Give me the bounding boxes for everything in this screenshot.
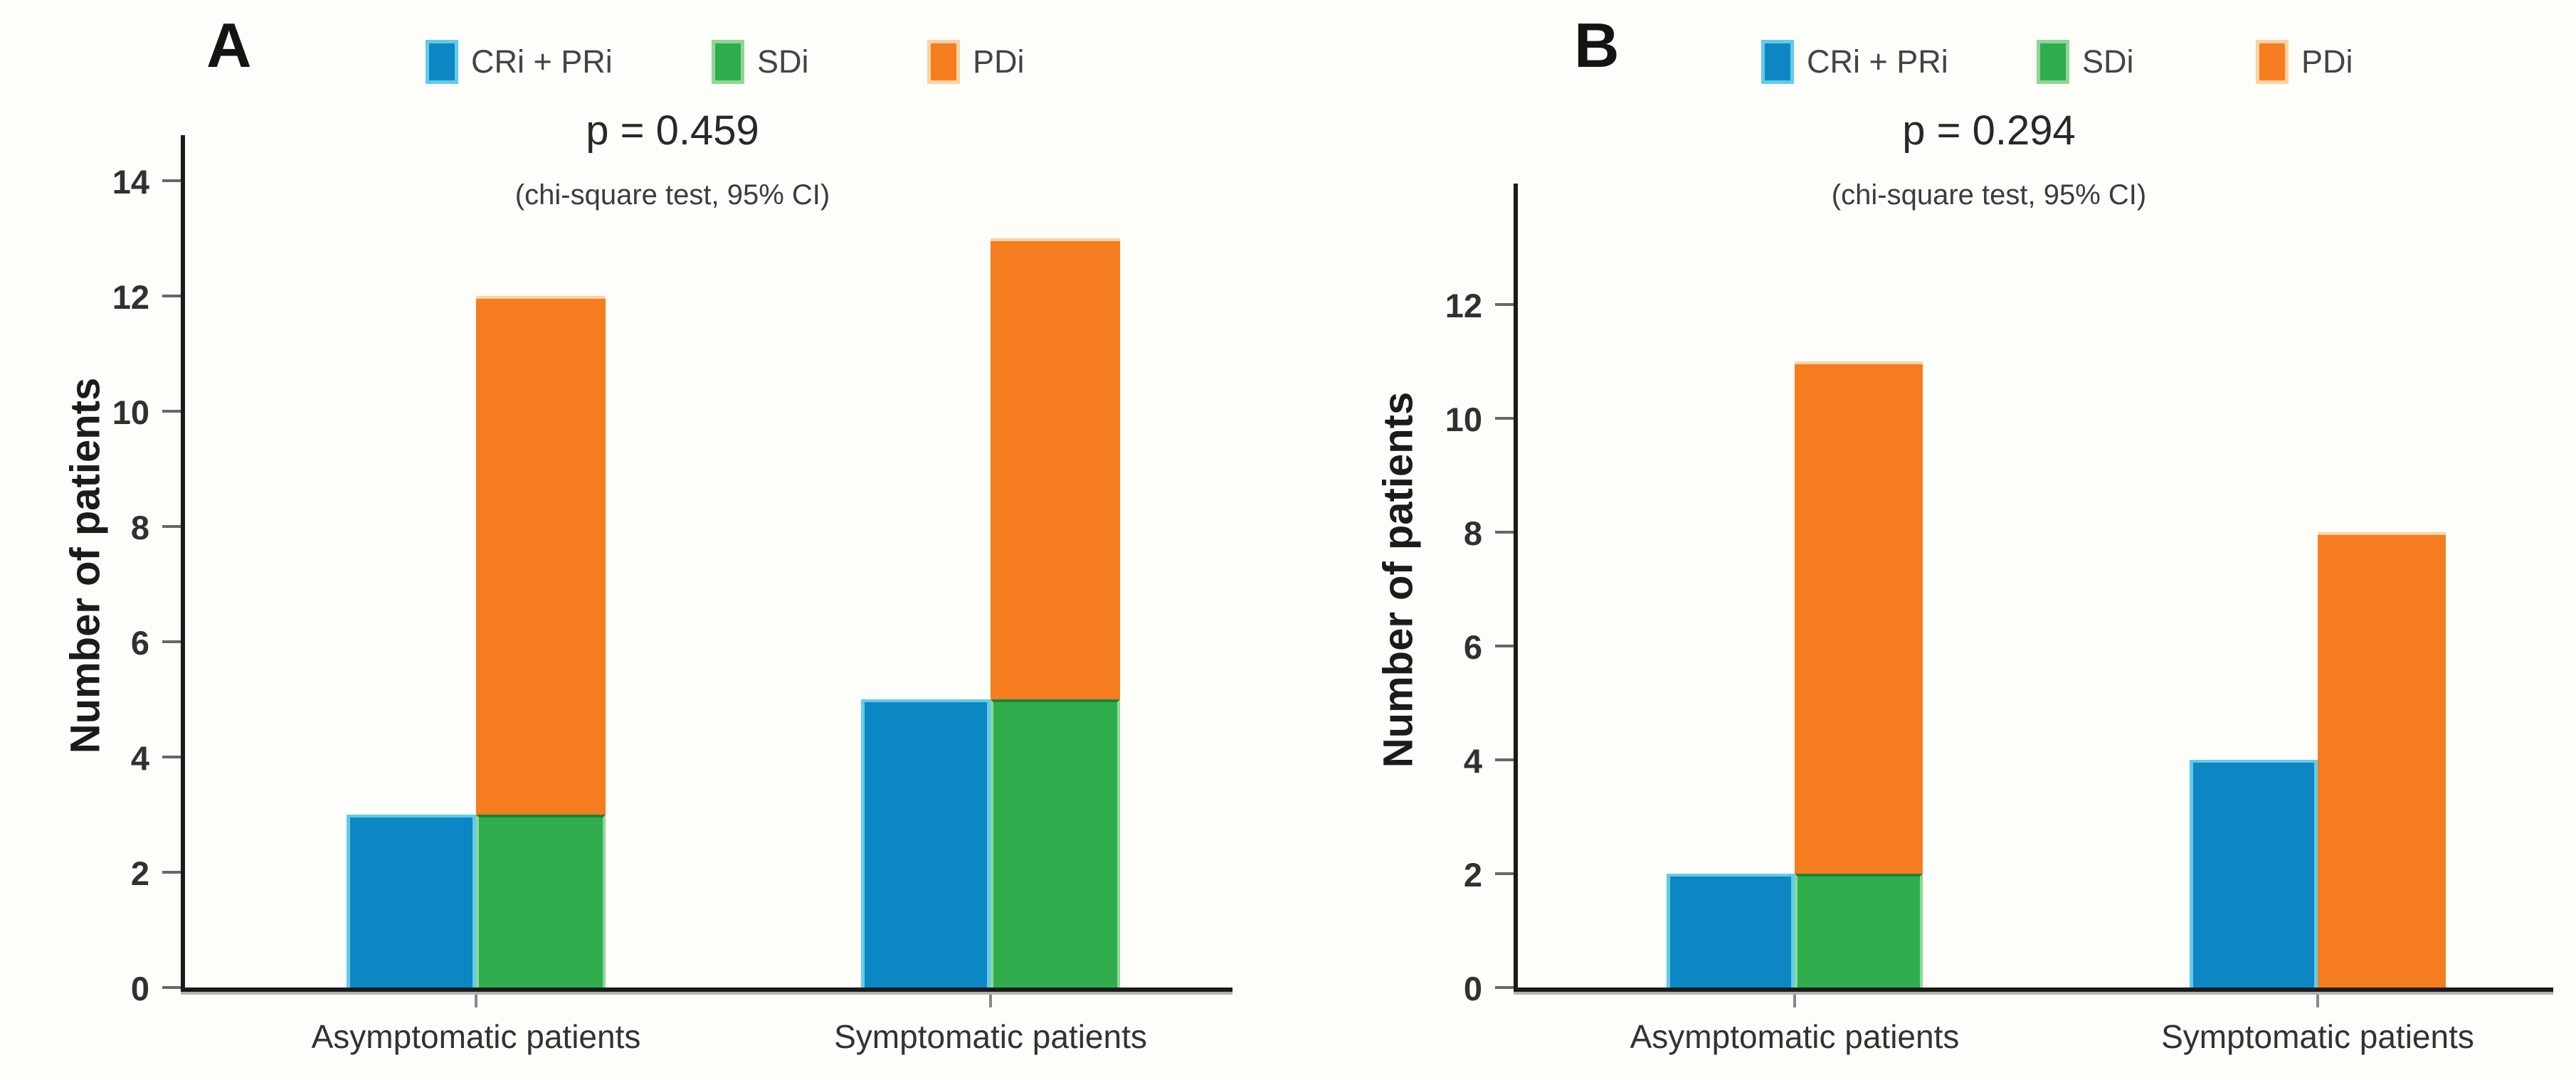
y-tick-label-12: 12 xyxy=(112,278,149,316)
legend-item-sd: SDi xyxy=(2037,37,2134,87)
legend-label-pd: PDi xyxy=(973,43,1025,80)
y-tick-4 xyxy=(162,756,181,758)
legend-label-sd: SDi xyxy=(757,43,809,80)
y-tick-label-0: 0 xyxy=(130,970,149,1007)
y-tick-label-6: 6 xyxy=(1463,628,1482,666)
y-tick-12 xyxy=(162,295,181,297)
legend-item-pd: PDi xyxy=(2256,37,2353,87)
x-axis-shadow xyxy=(181,992,1232,995)
y-tick-label-0: 0 xyxy=(1463,970,1482,1007)
y-tick-label-4: 4 xyxy=(1463,742,1482,780)
y-tick-10 xyxy=(162,410,181,413)
x-tick-symptomatic xyxy=(2316,993,2319,1007)
legend-label-cr_pr: CRi + PRi xyxy=(471,43,613,80)
x-axis xyxy=(181,988,1232,992)
y-tick-label-2: 2 xyxy=(1463,856,1482,894)
bar-crpr-asymptomatic xyxy=(347,815,476,988)
y-tick-6 xyxy=(162,640,181,643)
y-axis xyxy=(1514,184,1518,992)
legend-item-cr_pr: CRi + PRi xyxy=(426,37,613,87)
y-tick-label-8: 8 xyxy=(130,509,149,546)
legend-swatch-cr_pr-icon xyxy=(426,40,458,84)
p-value-title: p = 0.294 xyxy=(1902,107,2076,154)
legend-swatch-cr_pr-icon xyxy=(1761,40,1794,84)
legend-swatch-sd-icon xyxy=(712,40,744,84)
category-label-symptomatic: Symptomatic patients xyxy=(2161,1018,2474,1055)
category-label-symptomatic: Symptomatic patients xyxy=(834,1018,1147,1055)
y-tick-6 xyxy=(1495,645,1514,647)
p-value-subtitle: (chi-square test, 95% CI) xyxy=(514,179,830,211)
bar-pd-symptomatic xyxy=(2318,532,2446,988)
p-value-subtitle: (chi-square test, 95% CI) xyxy=(1831,179,2147,211)
category-label-asymptomatic: Asymptomatic patients xyxy=(1630,1018,1960,1055)
y-tick-label-4: 4 xyxy=(130,739,149,777)
panel-b: B CRi + PRi SDi PDi p = 0.294 (chi-square tes… xyxy=(1288,0,2576,1080)
y-tick-12 xyxy=(1495,303,1514,306)
bar-sd-symptomatic xyxy=(991,699,1120,988)
legend-item-cr_pr: CRi + PRi xyxy=(1761,37,1948,87)
y-tick-label-14: 14 xyxy=(112,163,149,201)
bar-pd-symptomatic xyxy=(991,238,1120,699)
legend-label-sd: SDi xyxy=(2082,43,2134,80)
y-tick-4 xyxy=(1495,758,1514,761)
y-tick-8 xyxy=(1495,531,1514,534)
p-value-title: p = 0.459 xyxy=(586,107,759,154)
panel-label-a: A xyxy=(206,10,252,80)
legend-swatch-pd-icon xyxy=(2256,40,2289,84)
panel-label-b: B xyxy=(1574,10,1620,80)
y-tick-label-8: 8 xyxy=(1463,514,1482,552)
legend-item-sd: SDi xyxy=(712,37,809,87)
y-tick-0 xyxy=(162,986,181,989)
x-axis xyxy=(1514,988,2553,992)
y-tick-14 xyxy=(162,179,181,182)
x-tick-asymptomatic xyxy=(475,993,477,1007)
legend-swatch-sd-icon xyxy=(2037,40,2069,84)
legend-item-pd: PDi xyxy=(927,37,1025,87)
y-tick-10 xyxy=(1495,417,1514,420)
panel-a: A CRi + PRi SDi PDi p = 0.459 (chi-square tes… xyxy=(62,10,1232,1055)
y-tick-2 xyxy=(1495,872,1514,875)
x-tick-asymptomatic xyxy=(1793,993,1796,1007)
y-tick-0 xyxy=(1495,986,1514,989)
bar-crpr-symptomatic xyxy=(2190,760,2318,988)
bar-crpr-asymptomatic xyxy=(1667,874,1795,988)
bar-pd-asymptomatic xyxy=(476,296,606,815)
y-tick-2 xyxy=(162,871,181,874)
bar-sd-asymptomatic xyxy=(1795,874,1923,988)
y-tick-label-10: 10 xyxy=(112,393,149,431)
y-tick-label-10: 10 xyxy=(1445,401,1482,438)
bar-sd-asymptomatic xyxy=(476,815,606,988)
y-tick-label-6: 6 xyxy=(130,624,149,662)
bar-pd-asymptomatic xyxy=(1795,361,1923,874)
y-axis-title: Number of patients xyxy=(62,377,109,754)
y-tick-label-2: 2 xyxy=(130,854,149,892)
category-label-asymptomatic: Asymptomatic patients xyxy=(311,1018,641,1055)
bar-crpr-symptomatic xyxy=(861,699,991,988)
y-axis xyxy=(181,135,185,992)
legend-label-pd: PDi xyxy=(2301,43,2353,80)
x-axis-shadow xyxy=(1514,992,2553,995)
legend-swatch-pd-icon xyxy=(927,40,960,84)
legend-label-cr_pr: CRi + PRi xyxy=(1807,43,1948,80)
y-tick-8 xyxy=(162,525,181,528)
y-axis-title: Number of patients xyxy=(1375,391,1422,768)
y-tick-label-12: 12 xyxy=(1445,287,1482,324)
x-tick-symptomatic xyxy=(989,993,992,1007)
